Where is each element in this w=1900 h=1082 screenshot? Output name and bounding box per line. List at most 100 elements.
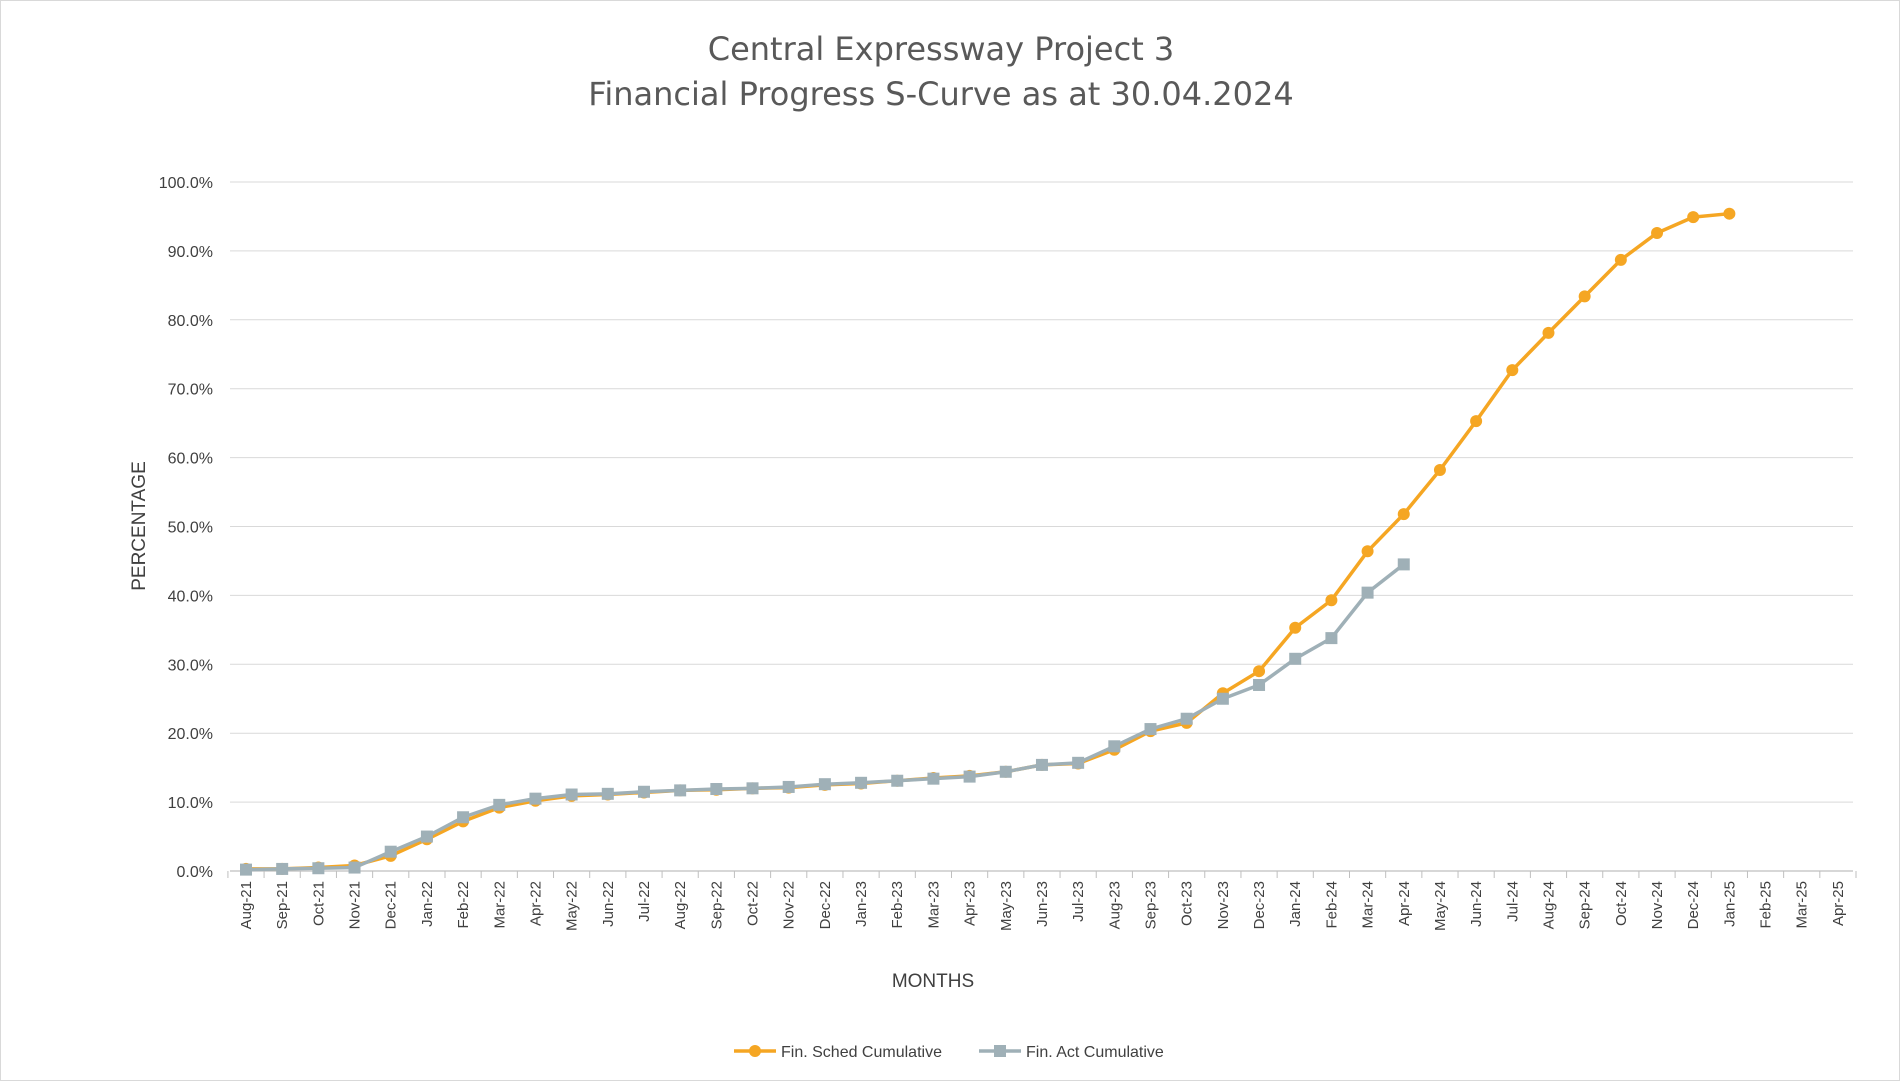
x-tick-label: Jul-22 xyxy=(636,881,653,922)
data-point xyxy=(1216,692,1229,705)
x-tick-label: Apr-22 xyxy=(527,881,544,926)
x-tick-label: Oct-23 xyxy=(1179,881,1196,926)
x-tick-label: Nov-23 xyxy=(1215,881,1232,929)
data-point xyxy=(1506,364,1519,377)
x-tick-label: Feb-24 xyxy=(1323,881,1340,929)
x-tick-label: Feb-25 xyxy=(1758,881,1775,929)
x-tick-label: Sep-23 xyxy=(1143,881,1160,929)
x-tick-label: Oct-22 xyxy=(745,881,762,926)
legend: Fin. Sched Cumulative Fin. Act Cumulative xyxy=(734,1044,1164,1061)
x-tick-label: Jul-24 xyxy=(1504,881,1521,922)
data-point xyxy=(746,782,759,795)
x-tick-label: Jan-22 xyxy=(419,881,436,927)
legend-marker xyxy=(749,1045,761,1057)
data-point xyxy=(674,784,687,797)
x-tick-label: Nov-24 xyxy=(1649,881,1666,929)
data-point xyxy=(637,785,650,798)
data-point xyxy=(999,765,1012,778)
x-tick-label: Apr-23 xyxy=(962,881,979,926)
y-tick-label: 30.0% xyxy=(168,657,213,674)
x-tick-label: Jan-24 xyxy=(1287,881,1304,927)
data-point xyxy=(1361,586,1374,599)
data-point xyxy=(818,778,831,791)
y-tick-label: 70.0% xyxy=(168,382,213,399)
data-point xyxy=(312,862,325,875)
y-tick-label: 40.0% xyxy=(168,588,213,605)
series-line xyxy=(244,562,1406,872)
x-tick-label: Aug-24 xyxy=(1540,881,1557,929)
data-point xyxy=(963,770,976,783)
data-point xyxy=(601,787,614,800)
x-tick-label: Feb-22 xyxy=(455,881,472,929)
x-tick-label: Oct-24 xyxy=(1613,881,1630,926)
x-tick-label: Sep-21 xyxy=(274,881,291,929)
data-point xyxy=(1289,652,1302,665)
x-tick-label: Jun-22 xyxy=(600,881,617,927)
data-point xyxy=(710,783,723,796)
y-tick-label: 90.0% xyxy=(168,244,213,261)
data-point xyxy=(493,798,506,811)
x-tick-label: May-22 xyxy=(564,881,581,931)
data-point xyxy=(1723,207,1736,220)
x-tick-label: Dec-21 xyxy=(383,881,400,929)
x-tick-label: Jan-25 xyxy=(1721,881,1738,927)
data-point xyxy=(529,792,542,805)
series-layer xyxy=(240,207,1736,876)
x-tick-label: Nov-22 xyxy=(781,881,798,929)
x-tick-label: Apr-25 xyxy=(1830,881,1847,926)
data-point xyxy=(1325,632,1338,645)
gridlines xyxy=(230,181,1853,803)
y-tick-label: 60.0% xyxy=(168,451,213,468)
data-point xyxy=(927,772,940,785)
data-point xyxy=(1253,665,1266,678)
y-axis-title: PERCENTAGE xyxy=(129,461,150,591)
data-point xyxy=(1108,740,1121,753)
y-tick-label: 50.0% xyxy=(168,520,213,537)
legend-marker xyxy=(994,1045,1006,1057)
y-tick-label: 10.0% xyxy=(168,795,213,812)
x-tick-label: Nov-21 xyxy=(347,881,364,929)
series-1 xyxy=(240,558,1410,876)
x-tick-label: Aug-21 xyxy=(238,881,255,929)
x-tick-label: Feb-23 xyxy=(889,881,906,929)
data-point xyxy=(1470,415,1483,428)
x-tick-label: Sep-24 xyxy=(1577,881,1594,929)
data-point xyxy=(1035,758,1048,771)
x-tick-label: Mar-22 xyxy=(491,881,508,929)
x-tick-label: Dec-22 xyxy=(817,881,834,929)
x-tick-label: May-24 xyxy=(1432,881,1449,931)
y-tick-label: 100.0% xyxy=(159,175,213,192)
x-tick-label: Mar-25 xyxy=(1794,881,1811,929)
y-tick-label: 20.0% xyxy=(168,726,213,743)
chart-title: Central Expressway Project 3 xyxy=(708,30,1175,68)
y-tick-label: 0.0% xyxy=(177,864,213,881)
x-axis-title: MONTHS xyxy=(892,971,974,992)
data-point xyxy=(276,862,289,875)
data-point xyxy=(565,788,578,801)
y-tick-label: 80.0% xyxy=(168,313,213,330)
data-point xyxy=(1578,290,1591,303)
x-tick-label: Dec-23 xyxy=(1251,881,1268,929)
data-point xyxy=(420,830,433,843)
data-point xyxy=(1361,545,1374,558)
data-point xyxy=(1253,678,1266,691)
data-point xyxy=(855,776,868,789)
y-axis-ticks: 0.0% 10.0% 20.0% 30.0% 40.0% 50.0% 60.0% 70.0% 8… xyxy=(159,175,213,881)
data-point xyxy=(457,811,470,824)
x-tick-label: Apr-24 xyxy=(1396,881,1413,926)
data-point xyxy=(1397,508,1410,521)
x-axis: Aug-21 Sep-21 Oct-21 Nov-21 Dec-21 Jan-22 Feb-… xyxy=(227,870,1857,931)
data-point xyxy=(240,863,252,876)
x-tick-label: Oct-21 xyxy=(310,881,327,926)
legend-item: Fin. Sched Cumulative xyxy=(734,1044,942,1061)
series-line xyxy=(244,211,1732,871)
data-point xyxy=(1687,211,1700,224)
data-point xyxy=(384,845,397,858)
x-tick-label: Mar-24 xyxy=(1360,881,1377,929)
legend-item: Fin. Act Cumulative xyxy=(979,1044,1164,1061)
chart-subtitle: Financial Progress S-Curve as at 30.04.2… xyxy=(588,75,1293,113)
data-point xyxy=(891,774,904,787)
data-point xyxy=(1651,226,1664,239)
x-tick-label: Aug-23 xyxy=(1106,881,1123,929)
